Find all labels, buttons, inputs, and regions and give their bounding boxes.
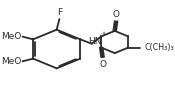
Text: C(CH₃)₃: C(CH₃)₃ bbox=[145, 43, 174, 52]
Text: F: F bbox=[58, 8, 63, 17]
Text: ✳: ✳ bbox=[102, 31, 106, 36]
Text: MeO: MeO bbox=[1, 32, 21, 41]
Text: MeO: MeO bbox=[1, 57, 21, 66]
Text: O: O bbox=[99, 60, 106, 69]
Text: O: O bbox=[113, 10, 120, 19]
Text: HN: HN bbox=[88, 38, 102, 46]
